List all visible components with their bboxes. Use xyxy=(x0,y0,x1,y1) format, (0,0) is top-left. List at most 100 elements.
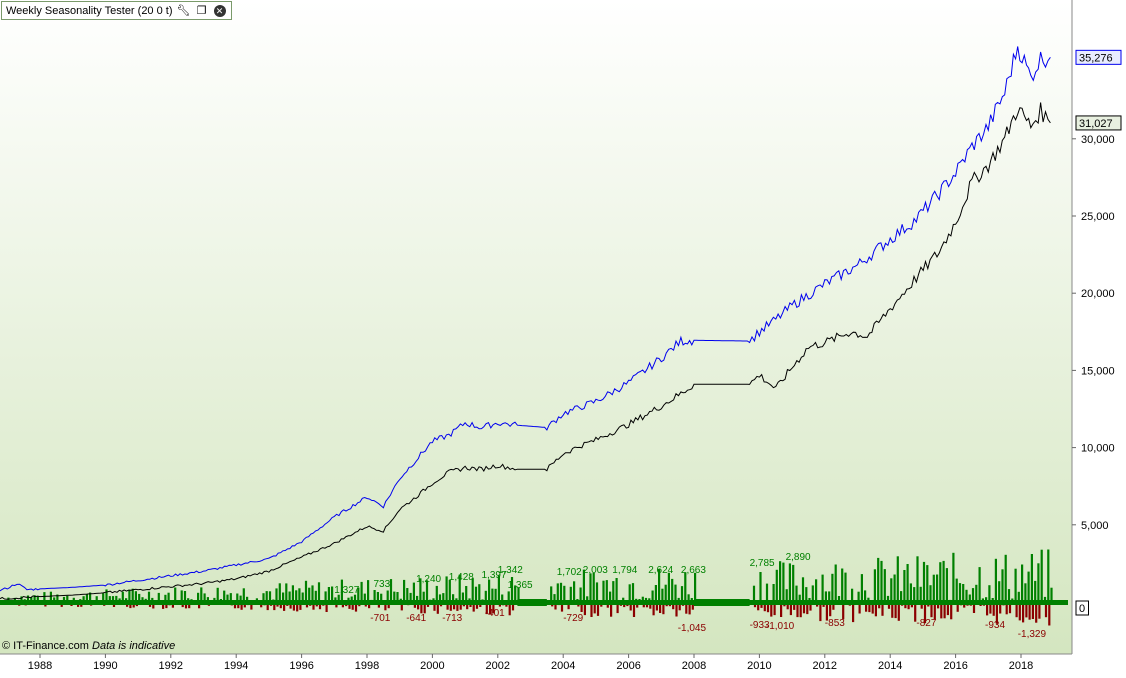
profit-bar xyxy=(295,590,298,602)
window-title-bar[interactable]: Weekly Seasonality Tester (20 0 t) 🔧︎ ❐ … xyxy=(1,1,232,20)
loss-bar xyxy=(129,602,132,609)
profit-bar xyxy=(968,594,971,602)
profit-bar xyxy=(831,573,834,602)
profit-bar xyxy=(406,588,409,602)
loss-bar xyxy=(165,602,168,609)
profit-bar xyxy=(971,588,975,602)
profit-bar xyxy=(805,587,808,602)
loss-bar xyxy=(325,602,328,612)
profit-bar xyxy=(448,579,451,602)
profit-bar xyxy=(958,583,962,602)
loss-bar xyxy=(198,602,201,609)
profit-bar xyxy=(147,591,151,602)
loss-bar xyxy=(162,602,165,609)
loss-bar xyxy=(580,602,583,612)
loss-bar xyxy=(384,602,387,611)
loss-bar xyxy=(184,602,188,609)
loss-bar xyxy=(972,602,976,613)
bars-last-value: 0 xyxy=(1079,603,1085,615)
profit-bar xyxy=(631,583,635,602)
profit-bar xyxy=(350,596,353,602)
loss-bar xyxy=(453,602,456,610)
profit-bar xyxy=(913,587,916,602)
loss-bar xyxy=(296,602,299,612)
profit-label: 1,327 xyxy=(334,585,359,596)
window-title: Weekly Seasonality Tester (20 0 t) xyxy=(6,4,173,17)
loss-bar xyxy=(780,602,783,617)
profit-bar xyxy=(216,587,219,602)
profit-bar xyxy=(510,577,514,602)
loss-bar xyxy=(283,602,286,611)
loss-bar xyxy=(351,602,354,610)
profit-bar xyxy=(828,591,831,602)
loss-bar xyxy=(449,602,452,611)
loss-bar xyxy=(819,602,822,622)
profit-bar xyxy=(491,588,494,602)
profit-bar xyxy=(265,591,268,602)
profit-bar xyxy=(478,584,481,602)
loss-bar xyxy=(417,602,420,610)
profit-bar xyxy=(311,585,314,602)
loss-bar xyxy=(266,602,269,611)
profit-bar xyxy=(393,591,396,602)
restore-window-icon[interactable]: ❐ xyxy=(196,5,207,17)
profit-bar xyxy=(906,564,909,602)
profit-bar xyxy=(419,578,422,602)
profit-bar xyxy=(501,594,504,602)
profit-bar xyxy=(347,597,350,602)
y-tick-label: 10,000 xyxy=(1081,443,1115,455)
profit-bar xyxy=(919,586,922,602)
copyright-text: © IT-Finance.com xyxy=(2,640,89,652)
loss-bar xyxy=(786,602,789,610)
loss-bar xyxy=(956,602,959,612)
loss-bar xyxy=(475,602,479,609)
profit-bar xyxy=(425,580,429,602)
profit-bar xyxy=(939,562,942,602)
loss-bar xyxy=(1018,602,1021,621)
profit-bar xyxy=(837,596,841,602)
profit-bar xyxy=(331,586,334,602)
loss-label: -827 xyxy=(916,618,936,629)
profit-bar xyxy=(1037,563,1040,602)
loss-bar xyxy=(871,602,874,614)
bars-last-value-box xyxy=(1075,600,1089,616)
close-icon[interactable]: ✕ xyxy=(213,4,227,18)
profit-bar xyxy=(95,596,98,602)
loss-bar xyxy=(318,602,322,610)
profit-bar xyxy=(203,593,206,602)
loss-bar xyxy=(842,602,845,620)
loss-bar xyxy=(629,602,632,611)
loss-bar xyxy=(659,602,662,613)
profit-bar xyxy=(965,589,968,602)
profit-bar xyxy=(174,587,177,602)
profit-bar xyxy=(317,582,321,602)
profit-bar xyxy=(628,584,631,602)
profit-bar xyxy=(674,584,677,602)
wrench-icon[interactable]: 🔧︎ xyxy=(176,5,191,17)
loss-bar xyxy=(387,602,390,609)
profit-bar xyxy=(164,594,167,602)
profit-bar xyxy=(373,590,376,602)
profit-bar xyxy=(445,576,448,602)
profit-bar xyxy=(376,592,379,602)
loss-bar xyxy=(152,602,155,609)
profit-bar xyxy=(246,596,249,602)
loss-bar xyxy=(1048,602,1051,626)
profit-bar xyxy=(236,593,239,602)
loss-bar xyxy=(446,602,449,610)
x-tick-label: 1996 xyxy=(289,660,313,672)
profit-bar xyxy=(667,572,670,602)
profit-bar xyxy=(278,583,281,602)
disclaimer-text: Data is indicative xyxy=(92,640,176,652)
profit-bar xyxy=(559,582,563,602)
profit-bar xyxy=(605,580,608,602)
loss-label: -1,045 xyxy=(678,623,707,634)
profit-bar xyxy=(782,562,785,602)
plot-background xyxy=(0,0,1072,654)
x-tick-label: 2016 xyxy=(943,660,967,672)
profit-bar xyxy=(860,574,863,602)
profit-bar xyxy=(932,574,935,602)
loss-bar xyxy=(652,602,655,616)
